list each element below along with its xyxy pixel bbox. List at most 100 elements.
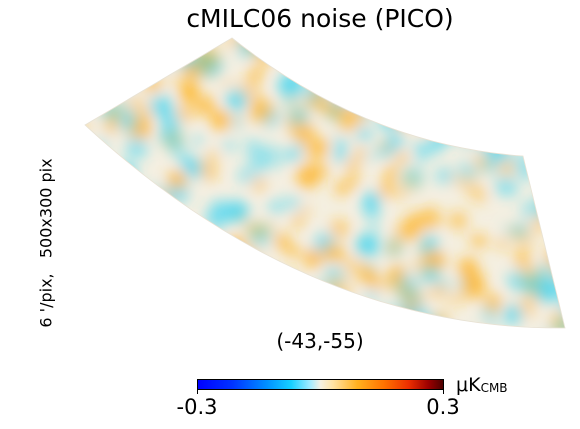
- cold-spot: [477, 130, 500, 153]
- colorbar-gradient: [197, 379, 444, 390]
- warm-spot: [530, 125, 542, 137]
- cold-spot: [283, 195, 301, 212]
- cold-spot: [246, 143, 270, 167]
- warm-spot: [432, 312, 450, 329]
- warm-spot: [252, 177, 266, 192]
- warm-spot: [564, 47, 565, 57]
- cold-spot: [452, 55, 471, 75]
- warm-spot: [415, 289, 430, 304]
- cold-spot: [332, 90, 345, 103]
- warm-spot: [367, 74, 386, 93]
- cold-spot: [292, 140, 304, 151]
- cold-spot: [363, 204, 380, 221]
- warm-spot: [417, 327, 434, 329]
- warm-spot: [418, 207, 442, 230]
- warm-spot: [346, 175, 359, 188]
- cold-spot: [457, 161, 478, 182]
- warm-spot: [315, 138, 330, 153]
- warm-spot: [312, 76, 330, 94]
- warm-spot: [154, 28, 163, 37]
- cold-spot: [332, 135, 349, 152]
- warm-spot: [394, 220, 414, 240]
- warm-spot: [536, 119, 547, 129]
- cold-spot: [171, 230, 187, 246]
- warm-spot: [107, 314, 132, 329]
- cold-spot: [552, 126, 561, 135]
- warm-spot: [557, 229, 565, 246]
- warm-spot: [196, 45, 220, 70]
- cold-spot: [365, 152, 374, 161]
- cold-spot: [222, 138, 237, 153]
- cold-spot: [517, 83, 528, 94]
- cold-spot: [356, 233, 379, 257]
- cold-spot: [551, 60, 565, 79]
- cold-spot: [248, 223, 273, 248]
- cold-spot: [246, 303, 269, 326]
- warm-spot: [534, 38, 556, 40]
- warm-spot: [360, 89, 377, 106]
- cold-spot: [85, 316, 97, 327]
- warm-spot: [405, 301, 418, 314]
- warm-spot: [296, 164, 321, 189]
- cold-spot: [332, 147, 348, 163]
- warm-spot: [533, 75, 546, 88]
- warm-spot: [561, 168, 565, 179]
- warm-spot: [264, 271, 288, 296]
- warm-spot: [345, 313, 363, 329]
- warm-spot: [98, 287, 117, 305]
- warm-spot: [108, 243, 127, 262]
- warm-spot: [567, 248, 580, 268]
- warm-spot: [386, 240, 402, 256]
- cold-spot: [429, 136, 445, 152]
- cold-spot: [545, 54, 562, 71]
- cold-spot: [356, 126, 372, 142]
- cold-spot: [513, 122, 523, 132]
- warm-spot: [542, 188, 556, 202]
- warm-spot: [303, 249, 323, 268]
- warm-spot: [562, 217, 565, 234]
- cold-spot: [215, 322, 238, 329]
- warm-spot: [161, 234, 183, 256]
- warm-spot: [85, 119, 90, 133]
- warm-spot: [217, 262, 236, 281]
- warm-spot: [130, 199, 154, 224]
- warm-spot: [85, 201, 91, 223]
- cold-spot: [197, 24, 210, 37]
- warm-spot: [427, 38, 440, 40]
- cold-spot: [455, 90, 466, 102]
- warm-spot: [182, 88, 197, 103]
- warm-spot: [87, 206, 104, 223]
- warm-spot: [144, 75, 162, 93]
- cold-spot: [506, 270, 528, 291]
- cold-spot: [546, 43, 557, 55]
- warm-spot: [496, 237, 507, 248]
- cold-spot: [67, 25, 78, 36]
- warm-spot: [313, 299, 326, 312]
- cold-spot: [391, 38, 414, 51]
- noise-field: [67, 18, 580, 342]
- cold-spot: [297, 56, 320, 78]
- warm-spot: [252, 264, 270, 281]
- cold-spot: [503, 305, 523, 325]
- center-coordinates: (-43,-55): [276, 329, 364, 353]
- warm-spot: [88, 303, 98, 314]
- warm-spot: [132, 52, 148, 68]
- warm-spot: [474, 234, 487, 248]
- warm-spot: [195, 95, 215, 116]
- warm-spot: [542, 84, 561, 103]
- warm-spot: [71, 322, 81, 332]
- cold-spot: [363, 191, 380, 208]
- cold-spot: [125, 79, 135, 90]
- warm-spot: [497, 159, 516, 177]
- cold-spot: [144, 249, 160, 265]
- warm-spot: [210, 110, 231, 131]
- cold-spot: [384, 18, 400, 34]
- cold-spot: [226, 200, 249, 223]
- cold-spot: [249, 301, 266, 318]
- warm-spot: [478, 330, 490, 342]
- cold-spot: [562, 280, 565, 296]
- cold-spot: [335, 82, 358, 105]
- warm-spot: [85, 65, 106, 87]
- cold-spot: [130, 279, 151, 300]
- warm-spot: [470, 103, 484, 117]
